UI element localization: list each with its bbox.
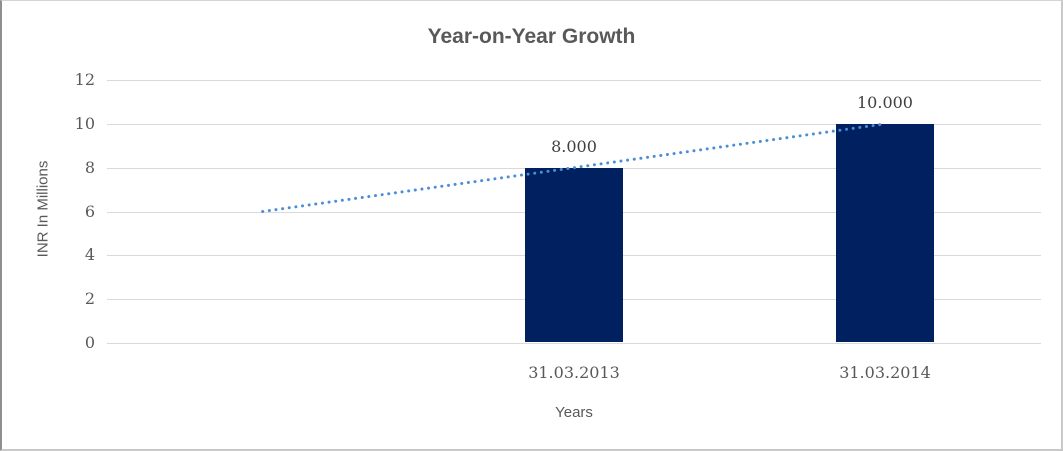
bar xyxy=(525,168,623,342)
gridline xyxy=(107,124,1041,125)
x-axis-title: Years xyxy=(555,404,593,421)
chart-title: Year-on-Year Growth xyxy=(427,25,636,48)
gridline xyxy=(107,80,1041,81)
trendline xyxy=(261,122,887,213)
y-tick-label: 8 xyxy=(84,158,95,177)
x-tick-label: 31.03.2013 xyxy=(528,363,620,382)
bar-data-label: 10.000 xyxy=(857,93,913,112)
y-tick-label: 2 xyxy=(84,289,95,308)
bar-data-label: 8.000 xyxy=(551,137,597,156)
y-tick-label: 12 xyxy=(74,70,95,89)
x-tick-label: 31.03.2014 xyxy=(839,363,931,382)
y-tick-label: 10 xyxy=(74,114,95,133)
gridline xyxy=(107,343,1041,344)
y-tick-label: 6 xyxy=(84,202,95,221)
bar xyxy=(836,124,934,342)
y-tick-label: 0 xyxy=(84,333,95,352)
y-tick-label: 4 xyxy=(84,245,95,264)
